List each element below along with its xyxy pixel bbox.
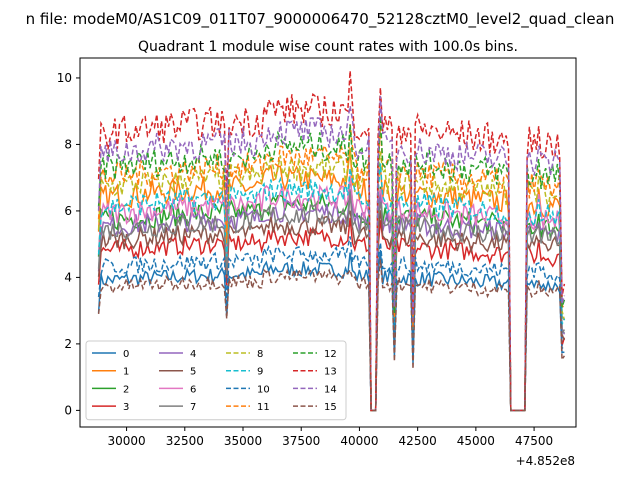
legend-box — [85, 340, 347, 421]
y-tick-label: 8 — [64, 137, 72, 151]
legend-label-10: 10 — [257, 384, 270, 395]
series-line-8 — [97, 148, 566, 412]
x-tick-label: 37500 — [282, 434, 320, 448]
legend-label-5: 5 — [190, 367, 196, 378]
series-line-9 — [97, 163, 566, 412]
legend-label-13: 13 — [324, 367, 337, 378]
legend-label-7: 7 — [190, 402, 196, 413]
chart-title: Quadrant 1 module wise count rates with … — [138, 39, 518, 55]
series-line-12 — [97, 116, 566, 412]
legend-label-1: 1 — [123, 367, 129, 378]
series-line-15 — [97, 259, 566, 412]
figure-suptitle: n file: modeM0/AS1C09_011T07_9000006470_… — [26, 10, 615, 29]
series-line-0 — [97, 250, 565, 412]
x-tick-label: 45000 — [457, 434, 495, 448]
legend-label-12: 12 — [324, 349, 337, 360]
x-tick-label: 40000 — [340, 434, 378, 448]
legend-label-2: 2 — [123, 384, 129, 395]
legend-label-6: 6 — [190, 384, 196, 395]
legend-label-4: 4 — [190, 349, 196, 360]
series-line-5 — [97, 210, 566, 412]
series-line-3 — [97, 217, 566, 412]
legend-label-14: 14 — [324, 384, 337, 395]
legend-label-11: 11 — [257, 402, 270, 413]
legend-label-3: 3 — [123, 402, 129, 413]
x-tick-label: 35000 — [224, 434, 262, 448]
x-tick-label: 32500 — [166, 434, 204, 448]
y-tick-label: 10 — [57, 71, 72, 85]
y-tick-label: 6 — [64, 204, 72, 218]
legend-label-0: 0 — [123, 349, 129, 360]
plot-frame — [79, 57, 577, 428]
x-offset-label: +4.852e8 — [516, 454, 575, 468]
y-axis: 0 2 4 6 8 10 — [57, 71, 80, 417]
y-tick-label: 4 — [64, 270, 72, 284]
series-line-14 — [97, 96, 566, 412]
x-tick-label: 30000 — [107, 434, 145, 448]
x-tick-label: 42500 — [399, 434, 437, 448]
series-layer — [97, 70, 566, 412]
series-line-10 — [97, 236, 565, 412]
x-axis: 30000 32500 35000 37500 40000 42500 45000 47500 — [107, 427, 553, 448]
series-line-4 — [97, 189, 566, 412]
x-tick-label: 47500 — [515, 434, 553, 448]
legend-label-15: 15 — [324, 402, 337, 413]
y-tick-label: 0 — [64, 403, 72, 417]
legend-label-9: 9 — [257, 367, 263, 378]
legend-label-8: 8 — [257, 349, 263, 360]
y-tick-label: 2 — [64, 337, 72, 351]
series-line-7 — [97, 191, 566, 412]
